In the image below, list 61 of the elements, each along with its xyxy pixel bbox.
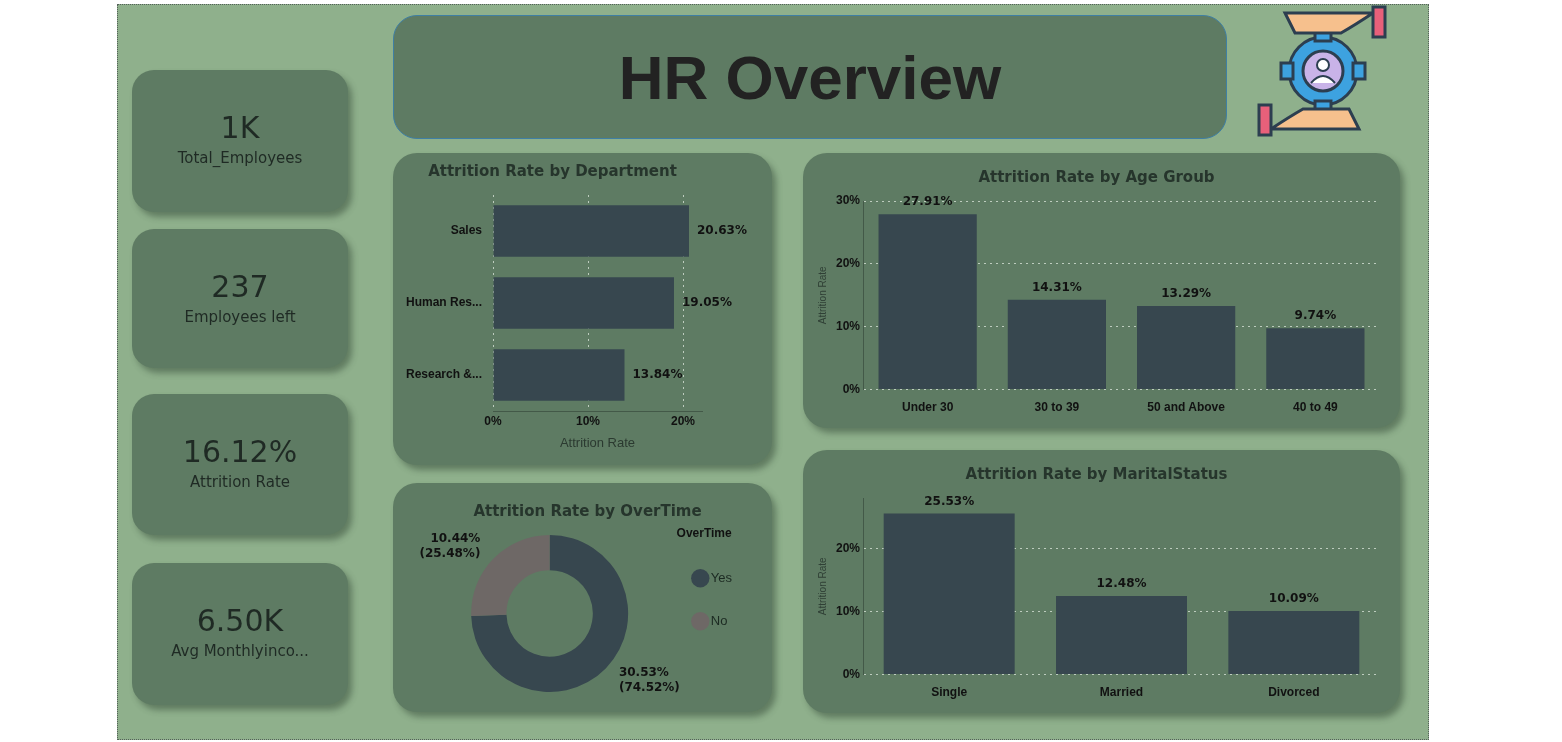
- bar: [493, 349, 625, 401]
- bar: [1007, 299, 1106, 390]
- data-label: 10.09%: [1268, 591, 1319, 606]
- data-label: 20.63%: [696, 223, 747, 238]
- bar: [1056, 595, 1187, 675]
- data-label: 25.53%: [924, 493, 975, 508]
- data-label: 14.31%: [1031, 279, 1082, 294]
- text: HR Overview: [393, 15, 1227, 139]
- x-tick-label: 10%: [576, 413, 601, 428]
- y-tick-label: 0%: [842, 666, 861, 681]
- text: 1K: [219, 110, 261, 145]
- y-axis-title: Attrition Rate: [816, 265, 828, 325]
- legend-label: No: [710, 612, 728, 628]
- x-axis-title: Attrition Rate: [559, 434, 636, 450]
- legend-label: Yes: [710, 569, 733, 585]
- y-tick-label: 30%: [835, 193, 861, 208]
- text: Total_Employees: [176, 149, 304, 167]
- y-tick-label: Sales: [450, 223, 483, 238]
- chart-title: Attrition Rate by Department: [428, 161, 677, 180]
- y-tick-label: 0%: [842, 381, 861, 396]
- data-label: 13.29%: [1161, 286, 1212, 301]
- y-tick-label: 10%: [835, 319, 861, 334]
- text: 237: [210, 269, 270, 304]
- x-tick-label: 50 and Above: [1147, 400, 1226, 415]
- bar: [878, 214, 977, 390]
- y-tick-label: Research &...: [405, 367, 483, 382]
- legend-title: OverTime: [676, 525, 733, 540]
- y-tick-label: 20%: [835, 540, 861, 555]
- bar: [1228, 610, 1360, 675]
- x-tick-label: 0%: [484, 413, 503, 428]
- y-axis-title: Attrition Rate: [816, 556, 828, 616]
- chart-title: Attrition Rate by Age Groub: [978, 167, 1215, 186]
- bar: [883, 513, 1015, 675]
- text: Avg Monthlyinco...: [170, 642, 310, 660]
- x-tick-label: 40 to 49: [1293, 400, 1339, 415]
- text: Attrition Rate: [189, 473, 291, 491]
- chart-title: Attrition Rate by OverTime: [473, 501, 702, 520]
- data-label: 30.53% (74.52%): [618, 665, 680, 695]
- y-tick-label: 10%: [835, 603, 861, 618]
- data-label: 27.91%: [902, 194, 953, 209]
- x-tick-label: 20%: [670, 413, 696, 428]
- data-label: 13.84%: [632, 367, 683, 382]
- y-tick-label: 20%: [835, 256, 861, 271]
- text: Employees left: [183, 308, 297, 326]
- data-label: 12.48%: [1096, 576, 1147, 591]
- bar: [1266, 328, 1365, 390]
- text: 16.12%: [181, 434, 299, 469]
- chart-title: Attrition Rate by MaritalStatus: [965, 464, 1228, 483]
- x-tick-label: Single: [931, 685, 968, 700]
- x-tick-label: Under 30: [901, 400, 954, 415]
- data-label: 10.44% (25.48%): [419, 530, 481, 560]
- text: 6.50K: [195, 603, 285, 638]
- x-tick-label: 30 to 39: [1034, 400, 1080, 415]
- x-tick-label: Divorced: [1268, 685, 1320, 700]
- bar: [493, 277, 674, 329]
- bar: [1137, 306, 1236, 390]
- data-label: 9.74%: [1294, 308, 1337, 323]
- y-tick-label: Human Res...: [406, 295, 483, 310]
- data-label: 19.05%: [681, 295, 732, 310]
- x-tick-label: Married: [1099, 685, 1144, 700]
- bar: [493, 205, 689, 257]
